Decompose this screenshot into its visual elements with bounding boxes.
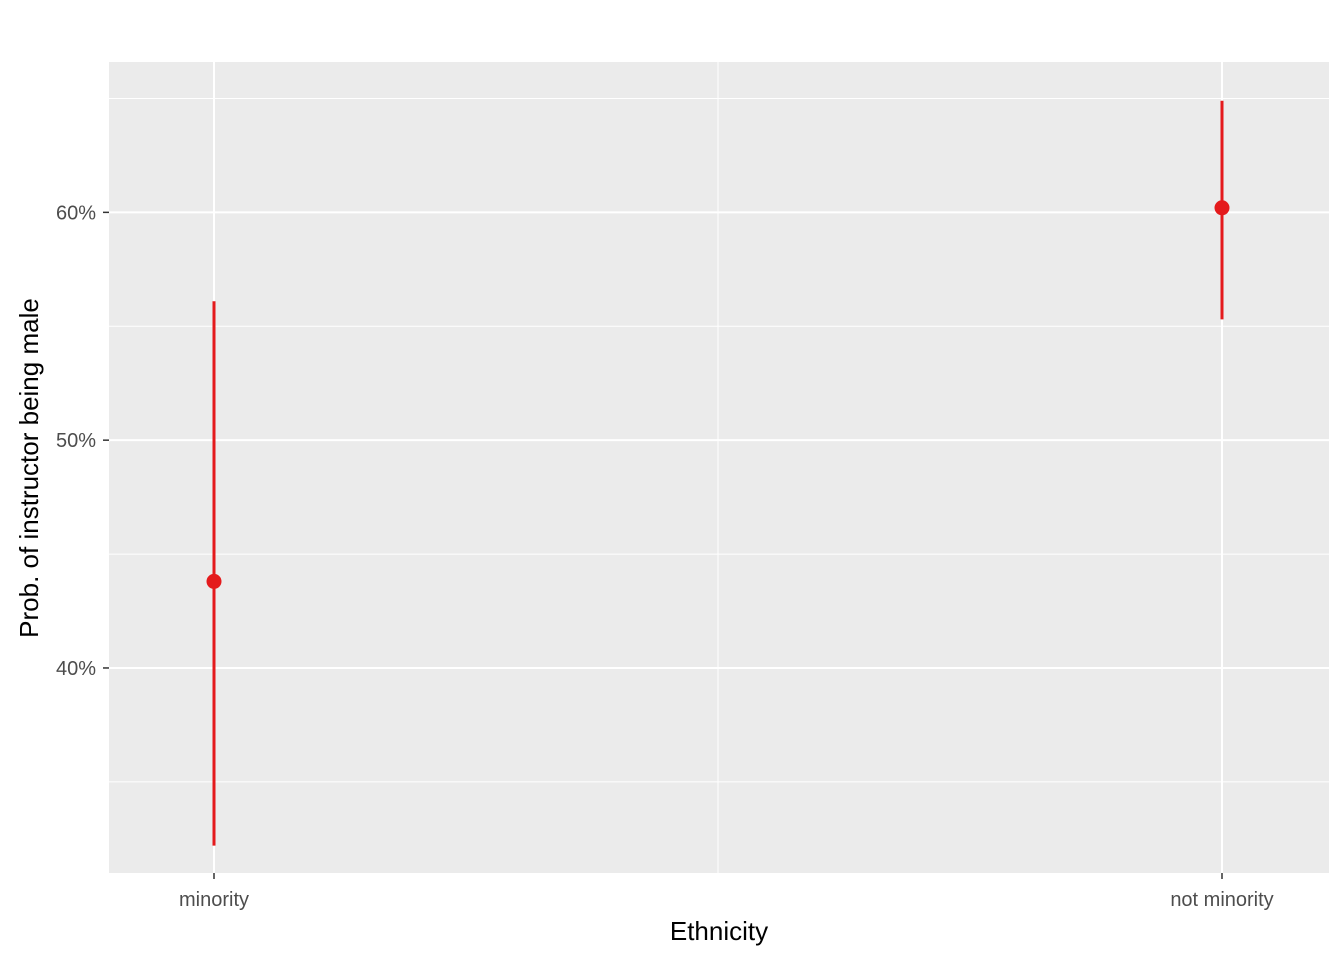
data-marks bbox=[206, 100, 1230, 846]
y-tick-label: 50% bbox=[56, 430, 96, 452]
y-axis-title: Prob. of instructor being male bbox=[14, 298, 44, 638]
plot-panel bbox=[109, 62, 1329, 873]
data-point bbox=[206, 573, 222, 589]
x-tick-label: not minority bbox=[1170, 889, 1273, 911]
y-tick-label: 60% bbox=[56, 202, 96, 224]
data-point bbox=[1214, 200, 1230, 216]
x-tick-label: minority bbox=[179, 889, 249, 911]
y-tick-label: 40% bbox=[56, 658, 96, 680]
axes: 40% 50% 60% minority not minority bbox=[56, 202, 1274, 911]
x-axis-title: Ethnicity bbox=[670, 916, 768, 946]
